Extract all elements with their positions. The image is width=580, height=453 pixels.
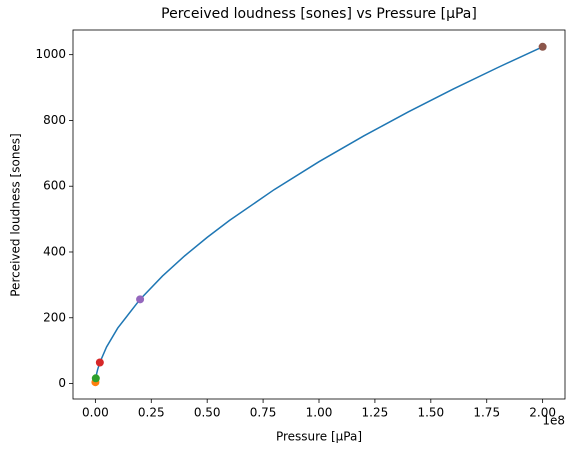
point xyxy=(538,42,547,51)
x-tick-label: 1.00 xyxy=(306,406,333,420)
y-tick-label: 200 xyxy=(43,310,66,324)
x-tick-label: 0.50 xyxy=(194,406,221,420)
x-tick-label: 1.50 xyxy=(417,406,444,420)
y-axis-label: Perceived loudness [sones] xyxy=(9,133,23,297)
point xyxy=(136,295,145,304)
y-tick-label: 400 xyxy=(43,244,66,258)
chart-title: Perceived loudness [sones] vs Pressure [… xyxy=(161,6,477,22)
point xyxy=(91,374,100,383)
x-tick-label: 2.00 xyxy=(529,406,556,420)
x-tick-label: 0.75 xyxy=(250,406,277,420)
x-tick-label: 0.00 xyxy=(82,406,109,420)
x-tick-label: 1.75 xyxy=(473,406,500,420)
point xyxy=(95,358,104,367)
x-tick-label: 0.25 xyxy=(138,406,165,420)
x-axis-label: Pressure [µPa] xyxy=(276,430,362,444)
x-tick-label: 1.25 xyxy=(362,406,389,420)
y-tick-label: 0 xyxy=(58,376,66,390)
y-tick-label: 600 xyxy=(43,179,66,193)
x-offset-label: 1e8 xyxy=(542,414,565,428)
plot-frame xyxy=(72,29,566,400)
y-tick-label: 1000 xyxy=(35,47,66,61)
y-tick-label: 800 xyxy=(43,113,66,127)
line-series xyxy=(94,46,543,383)
